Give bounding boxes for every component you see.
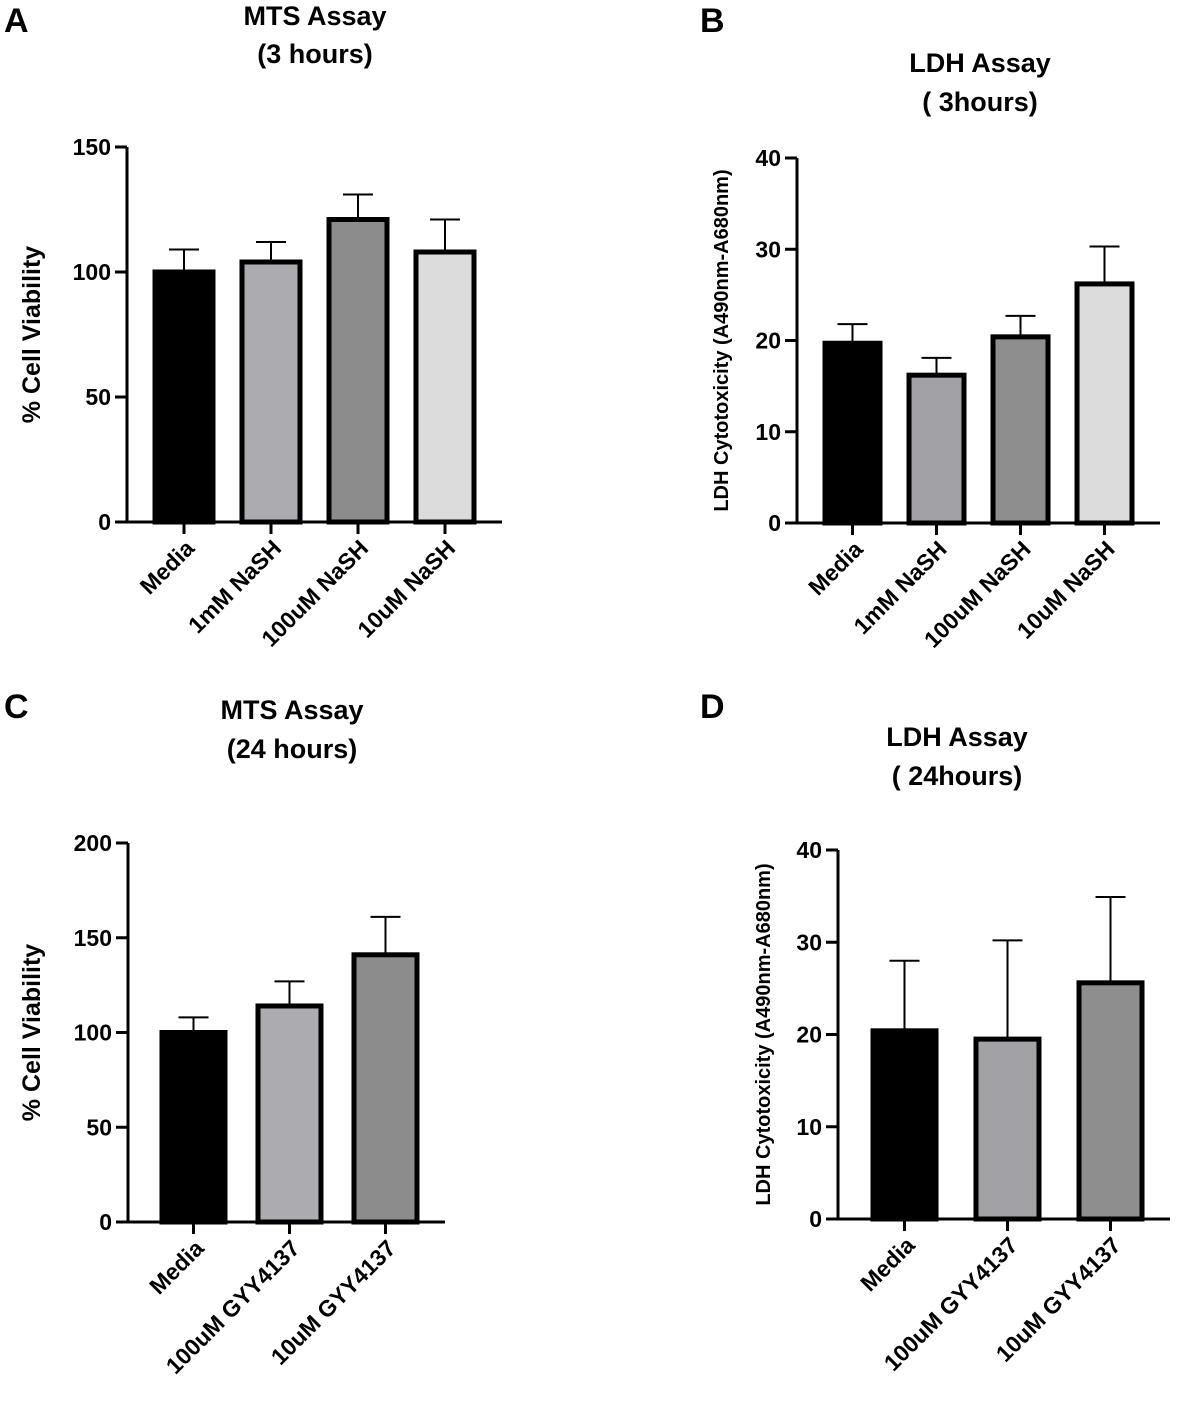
- bar-media: [159, 1030, 228, 1225]
- bar-100um-gyy4137: [255, 1003, 324, 1225]
- bar-100um-nash: [990, 334, 1051, 526]
- y-axis-label: % Cell Viability: [18, 246, 46, 423]
- bar-100um-nash: [326, 217, 390, 525]
- y-tick-label: 0: [768, 510, 781, 536]
- y-axis-label: % Cell Viability: [18, 944, 46, 1121]
- panel-letter: A: [4, 2, 29, 40]
- y-tick-label: 10: [796, 1114, 822, 1140]
- chart-panel-d: D LDH Assay ( 24hours) LDH Cytotoxicity (A4…: [700, 688, 1170, 1376]
- y-tick-label: 30: [796, 929, 822, 955]
- x-category-label: Media: [855, 1232, 920, 1297]
- chart-title-line-1: LDH Assay: [909, 48, 1051, 78]
- chart-panel-c: C MTS Assay (24 hours) % Cell Viability 0 50 1…: [4, 688, 445, 1379]
- x-category-label: Media: [803, 536, 868, 601]
- chart-title-line-2: (24 hours): [227, 734, 358, 764]
- chart-panel-a: A MTS Assay (3 hours) % Cell Viability 0 50 10…: [4, 1, 502, 652]
- x-category-label: Media: [144, 1235, 209, 1300]
- y-tick-label: 150: [74, 925, 112, 951]
- bar-10um-nash: [413, 249, 477, 525]
- y-tick-label: 30: [755, 236, 781, 262]
- chart-title-line-1: LDH Assay: [886, 722, 1028, 752]
- y-tick-label: 0: [99, 1209, 112, 1235]
- y-tick-label: 0: [98, 509, 111, 535]
- bar-1mm-nash: [239, 259, 303, 525]
- bar-media: [822, 340, 883, 526]
- chart-title-line-2: ( 24hours): [892, 761, 1023, 791]
- y-axis-label: LDH Cytotoxicity (A490nm-A680nm): [753, 863, 775, 1205]
- y-tick-label: 100: [74, 1020, 112, 1046]
- bar-100um-gyy4137: [973, 1036, 1042, 1222]
- y-tick-label: 150: [73, 134, 111, 160]
- chart-panel-b: B LDH Assay ( 3hours) LDH Cytotoxicity (A49…: [700, 2, 1160, 653]
- y-tick-label: 0: [809, 1206, 822, 1232]
- y-tick-label: 40: [755, 145, 781, 171]
- y-tick-label: 200: [74, 830, 112, 856]
- chart-title-line-2: (3 hours): [257, 39, 373, 69]
- panel-letter: D: [700, 688, 725, 726]
- chart-title-line-1: MTS Assay: [243, 1, 386, 31]
- y-tick-label: 50: [85, 384, 111, 410]
- x-category-label: Media: [135, 535, 200, 600]
- y-axis-label: LDH Cytotoxicity (A490nm-A680nm): [711, 169, 733, 511]
- bar-1mm-nash: [906, 372, 967, 526]
- chart-title-line-1: MTS Assay: [220, 695, 363, 725]
- y-tick-label: 40: [796, 837, 822, 863]
- bar-10um-gyy4137: [351, 952, 420, 1225]
- bar-media: [870, 1028, 939, 1222]
- y-tick-label: 10: [755, 419, 781, 445]
- y-tick-label: 50: [86, 1114, 112, 1140]
- panel-letter: B: [700, 2, 725, 40]
- y-tick-label: 20: [755, 328, 781, 354]
- y-tick-label: 20: [796, 1022, 822, 1048]
- bar-10um-gyy4137: [1076, 980, 1145, 1222]
- bar-10um-nash: [1074, 281, 1135, 526]
- bar-media: [152, 269, 216, 525]
- y-tick-label: 100: [73, 259, 111, 285]
- chart-title-line-2: ( 3hours): [922, 87, 1038, 117]
- panel-letter: C: [4, 688, 29, 726]
